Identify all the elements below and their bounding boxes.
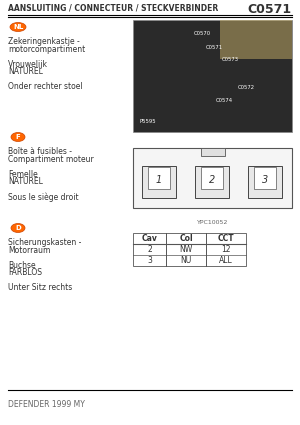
Text: FARBLOS: FARBLOS [8, 268, 42, 277]
Text: C0574: C0574 [216, 99, 233, 103]
Bar [200, 148, 224, 156]
Text: 3: 3 [262, 175, 268, 185]
Bar [133, 148, 292, 208]
Bar [248, 166, 282, 198]
Text: C0572: C0572 [238, 85, 255, 90]
Text: NATUREL: NATUREL [8, 67, 43, 76]
Polygon shape [220, 20, 292, 59]
Text: NW: NW [179, 245, 193, 254]
Text: C0570: C0570 [194, 31, 211, 36]
Bar [254, 167, 276, 189]
Text: DEFENDER 1999 MY: DEFENDER 1999 MY [8, 400, 85, 409]
Text: YPC10052: YPC10052 [197, 220, 228, 225]
Bar [195, 166, 229, 198]
Ellipse shape [10, 23, 26, 31]
Text: Vrouwelijk: Vrouwelijk [8, 60, 48, 68]
Bar [148, 167, 170, 189]
Text: 2: 2 [147, 245, 152, 254]
Text: NL: NL [13, 24, 23, 30]
Text: F: F [16, 134, 20, 140]
Text: ALL: ALL [219, 256, 233, 265]
Bar [142, 166, 176, 198]
Text: Sicherungskasten -: Sicherungskasten - [8, 238, 81, 247]
Text: Compartiment moteur: Compartiment moteur [8, 155, 94, 164]
Text: AANSLUITING / CONNECTEUR / STECKVERBINDER: AANSLUITING / CONNECTEUR / STECKVERBINDE… [8, 3, 218, 12]
Text: Buchse: Buchse [8, 261, 36, 269]
Text: C0571: C0571 [206, 45, 223, 50]
Ellipse shape [11, 133, 25, 142]
Bar [133, 233, 246, 266]
Text: D: D [15, 225, 21, 231]
Text: Boîte à fusibles -: Boîte à fusibles - [8, 147, 72, 156]
Text: C0571: C0571 [247, 3, 291, 16]
Text: 1: 1 [156, 175, 162, 185]
Text: P5595: P5595 [140, 119, 156, 124]
Text: Col: Col [179, 234, 193, 243]
Text: 2: 2 [209, 175, 215, 185]
Ellipse shape [11, 224, 25, 232]
Bar [133, 20, 292, 132]
Text: 3: 3 [147, 256, 152, 265]
Text: CCT: CCT [218, 234, 234, 243]
Text: Sous le siège droit: Sous le siège droit [8, 192, 79, 201]
Text: NU: NU [180, 256, 192, 265]
Text: NATUREL: NATUREL [8, 177, 43, 186]
Text: Femelle: Femelle [8, 170, 38, 178]
Text: Cav: Cav [142, 234, 158, 243]
Text: 12: 12 [221, 245, 231, 254]
Text: Zekeringenkastje -: Zekeringenkastje - [8, 37, 80, 46]
Text: Onder rechter stoel: Onder rechter stoel [8, 82, 82, 91]
Text: Unter Sitz rechts: Unter Sitz rechts [8, 283, 72, 292]
Text: motorcompartiment: motorcompartiment [8, 45, 85, 54]
Text: C0573: C0573 [222, 57, 239, 62]
Bar [201, 167, 223, 189]
Text: Motorraum: Motorraum [8, 246, 50, 255]
